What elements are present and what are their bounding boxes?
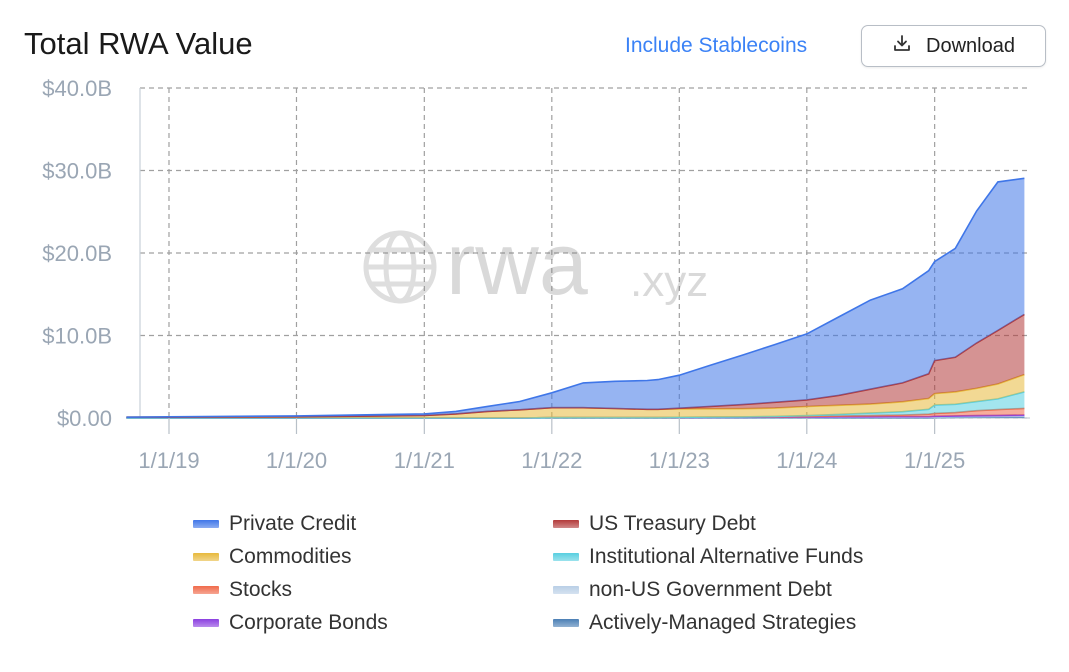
legend-item[interactable]: non-US Government Debt	[553, 578, 913, 601]
include-stablecoins-toggle[interactable]: Include Stablecoins	[625, 34, 808, 57]
chart-title: Total RWA Value	[24, 26, 253, 61]
watermark-suffix: .xyz	[630, 257, 708, 306]
download-label: Download	[926, 34, 1015, 57]
legend-swatch	[193, 585, 219, 594]
y-tick-label: $40.0B	[42, 76, 112, 101]
watermark-text: rwa	[446, 214, 588, 313]
legend-swatch	[553, 519, 579, 528]
legend-swatch	[553, 552, 579, 561]
y-tick-label: $30.0B	[42, 159, 112, 184]
legend-label: Private Credit	[229, 511, 357, 535]
x-tick-label: 1/1/21	[394, 448, 455, 473]
x-tick-label: 1/1/20	[266, 448, 327, 473]
legend-item[interactable]: Corporate Bonds	[193, 611, 553, 634]
download-button[interactable]: Download	[861, 25, 1046, 67]
globe-icon	[363, 230, 437, 304]
legend-swatch	[193, 519, 219, 528]
chart-legend: Private Credit US Treasury Debt Commoditie…	[193, 512, 953, 634]
watermark: rwa .xyz	[363, 214, 708, 313]
legend-item[interactable]: Institutional Alternative Funds	[553, 545, 913, 568]
legend-item[interactable]: Commodities	[193, 545, 553, 568]
legend-label: non-US Government Debt	[589, 577, 832, 601]
legend-item[interactable]: Private Credit	[193, 512, 553, 535]
x-tick-label: 1/1/19	[138, 448, 199, 473]
legend-label: Commodities	[229, 544, 352, 568]
y-axis-ticks: $0.00 $10.0B $20.0B $30.0B $40.0B	[42, 76, 112, 431]
rwa-value-chart: rwa .xyz $0.00 $10.0B $20.0B $30.0B $40.0B 1…	[42, 76, 1030, 473]
line-private-credit	[126, 177, 1025, 418]
legend-item[interactable]: US Treasury Debt	[553, 512, 913, 535]
legend-label: Stocks	[229, 577, 293, 601]
legend-swatch	[193, 618, 219, 627]
legend-swatch	[193, 552, 219, 561]
legend-label: US Treasury Debt	[589, 511, 756, 535]
stacked-areas	[126, 177, 1025, 419]
legend-label: Institutional Alternative Funds	[589, 544, 864, 568]
x-tick-label: 1/1/25	[904, 448, 965, 473]
y-tick-label: $20.0B	[42, 241, 112, 266]
y-tick-label: $0.00	[57, 406, 112, 431]
x-tick-label: 1/1/24	[776, 448, 837, 473]
legend-swatch	[553, 585, 579, 594]
legend-swatch	[553, 618, 579, 627]
x-tick-label: 1/1/22	[521, 448, 582, 473]
legend-label: Corporate Bonds	[229, 610, 388, 634]
legend-label: Actively-Managed Strategies	[589, 610, 857, 634]
legend-item[interactable]: Stocks	[193, 578, 553, 601]
legend-item[interactable]: Actively-Managed Strategies	[553, 611, 913, 634]
x-axis-ticks: 1/1/19 1/1/20 1/1/21 1/1/22 1/1/23 1/1/24 1/1/…	[138, 418, 965, 473]
area-private-credit	[126, 178, 1025, 418]
download-icon	[892, 33, 912, 59]
y-tick-label: $10.0B	[42, 324, 112, 349]
x-tick-label: 1/1/23	[649, 448, 710, 473]
